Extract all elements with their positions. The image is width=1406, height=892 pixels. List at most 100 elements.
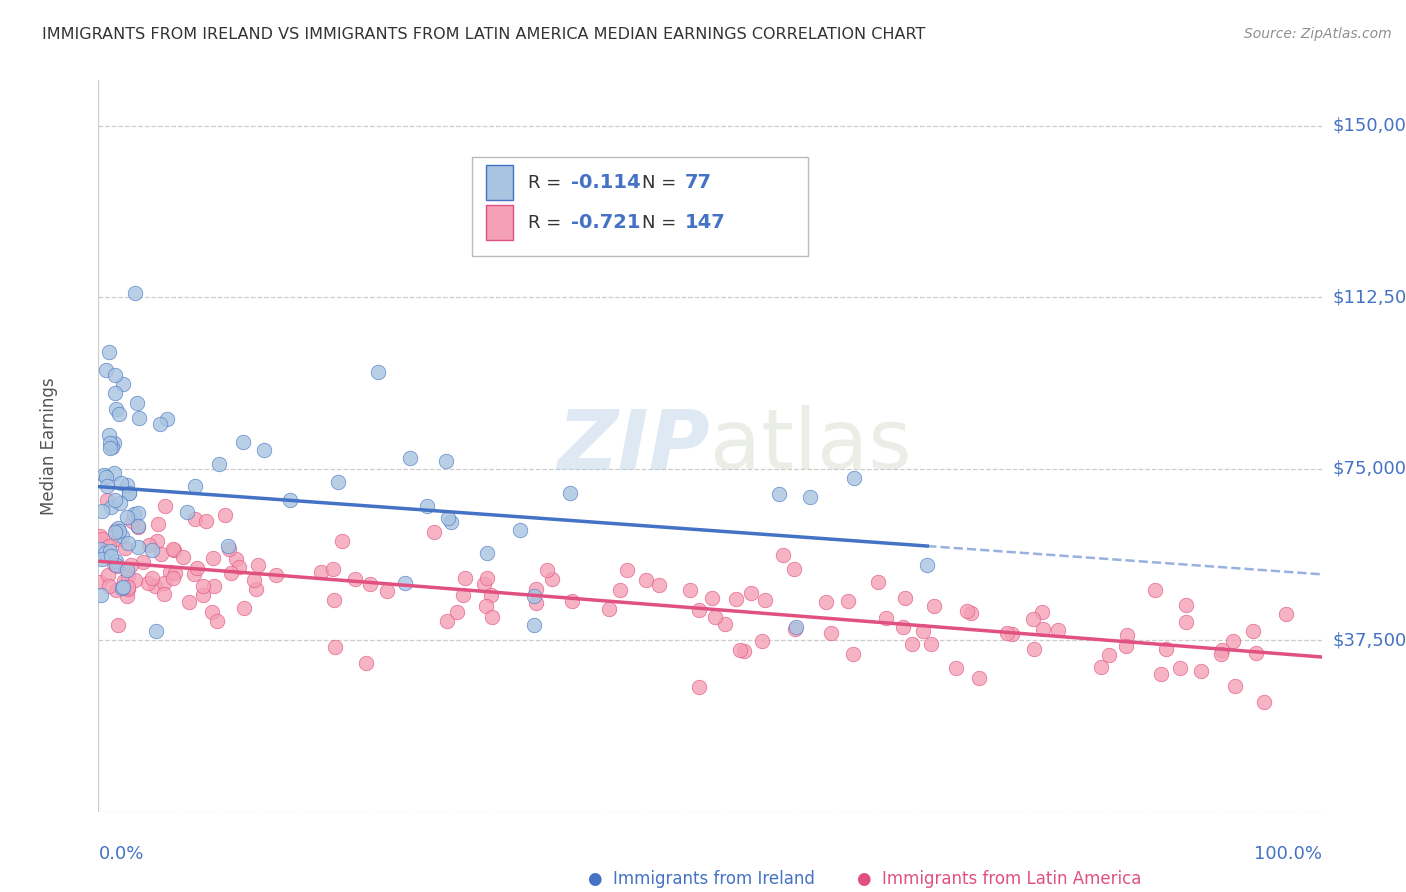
Point	[416, 499, 439, 513]
Point	[475, 599, 498, 613]
Point	[107, 407, 129, 421]
Point	[107, 618, 129, 632]
Point	[713, 616, 735, 631]
Point	[1154, 642, 1177, 657]
Text: ●  Immigrants from Latin America: ● Immigrants from Latin America	[856, 871, 1142, 888]
Point	[218, 542, 240, 557]
Point	[354, 656, 377, 670]
Point	[162, 571, 184, 585]
Bar	[486, 165, 513, 200]
Point	[91, 551, 114, 566]
Point	[751, 634, 773, 648]
Point	[323, 593, 346, 607]
Point	[121, 515, 143, 529]
Text: -0.721: -0.721	[571, 213, 640, 233]
Text: R =: R =	[527, 214, 567, 232]
Point	[1175, 615, 1198, 629]
Point	[247, 558, 270, 572]
Point	[423, 524, 446, 539]
Point	[561, 594, 583, 608]
Point	[437, 510, 460, 524]
Text: Source: ZipAtlas.com: Source: ZipAtlas.com	[1244, 27, 1392, 41]
Point	[893, 591, 915, 606]
Point	[1001, 627, 1024, 641]
Point	[524, 596, 547, 610]
Point	[98, 441, 121, 455]
Point	[616, 563, 638, 577]
Text: 147: 147	[685, 213, 725, 233]
Point	[783, 562, 806, 576]
Point	[799, 490, 821, 504]
Point	[1032, 622, 1054, 636]
Text: atlas: atlas	[710, 406, 911, 486]
Point	[1022, 641, 1045, 656]
Point	[127, 519, 149, 533]
Point	[127, 540, 149, 554]
Point	[1174, 598, 1197, 612]
Point	[523, 618, 546, 632]
Point	[841, 647, 863, 661]
Point	[541, 573, 564, 587]
Point	[195, 514, 218, 528]
Point	[101, 440, 124, 454]
Point	[688, 681, 710, 695]
Point	[1244, 646, 1267, 660]
Point	[108, 496, 131, 510]
Point	[117, 536, 139, 550]
Point	[141, 543, 163, 558]
Point	[104, 524, 127, 538]
Point	[1143, 582, 1166, 597]
Bar	[471, 157, 808, 256]
Text: $150,000: $150,000	[1333, 117, 1406, 135]
Point	[278, 493, 301, 508]
Point	[89, 574, 111, 589]
Point	[115, 510, 138, 524]
Point	[911, 624, 934, 639]
Point	[785, 619, 807, 633]
Text: $75,000: $75,000	[1333, 460, 1406, 478]
Point	[688, 603, 710, 617]
Point	[90, 588, 112, 602]
Point	[1090, 660, 1112, 674]
Point	[96, 479, 118, 493]
Point	[114, 541, 136, 556]
Text: $37,500: $37,500	[1333, 632, 1406, 649]
Point	[509, 523, 531, 537]
Point	[110, 581, 132, 595]
Point	[89, 529, 111, 543]
Point	[97, 567, 120, 582]
Point	[184, 512, 207, 526]
Point	[524, 582, 547, 596]
Point	[609, 582, 631, 597]
Point	[201, 551, 224, 566]
Point	[159, 565, 181, 579]
Point	[740, 586, 762, 600]
Point	[768, 487, 790, 501]
Point	[97, 345, 120, 359]
Point	[105, 401, 128, 416]
Point	[201, 605, 224, 619]
Point	[104, 368, 127, 383]
Point	[323, 640, 346, 654]
Point	[90, 532, 112, 546]
Point	[359, 577, 381, 591]
Point	[326, 475, 349, 490]
Point	[264, 568, 287, 582]
Point	[1211, 642, 1233, 657]
Point	[98, 579, 121, 593]
Point	[875, 611, 897, 625]
Point	[191, 588, 214, 602]
Point	[89, 542, 111, 557]
Point	[1253, 694, 1275, 708]
Point	[103, 435, 125, 450]
Point	[225, 552, 247, 566]
Point	[1046, 623, 1069, 637]
Point	[141, 571, 163, 585]
Point	[915, 558, 938, 572]
Text: $112,500: $112,500	[1333, 288, 1406, 307]
Point	[122, 507, 145, 521]
Point	[108, 524, 131, 538]
Point	[91, 504, 114, 518]
Point	[995, 625, 1018, 640]
Point	[110, 476, 132, 491]
